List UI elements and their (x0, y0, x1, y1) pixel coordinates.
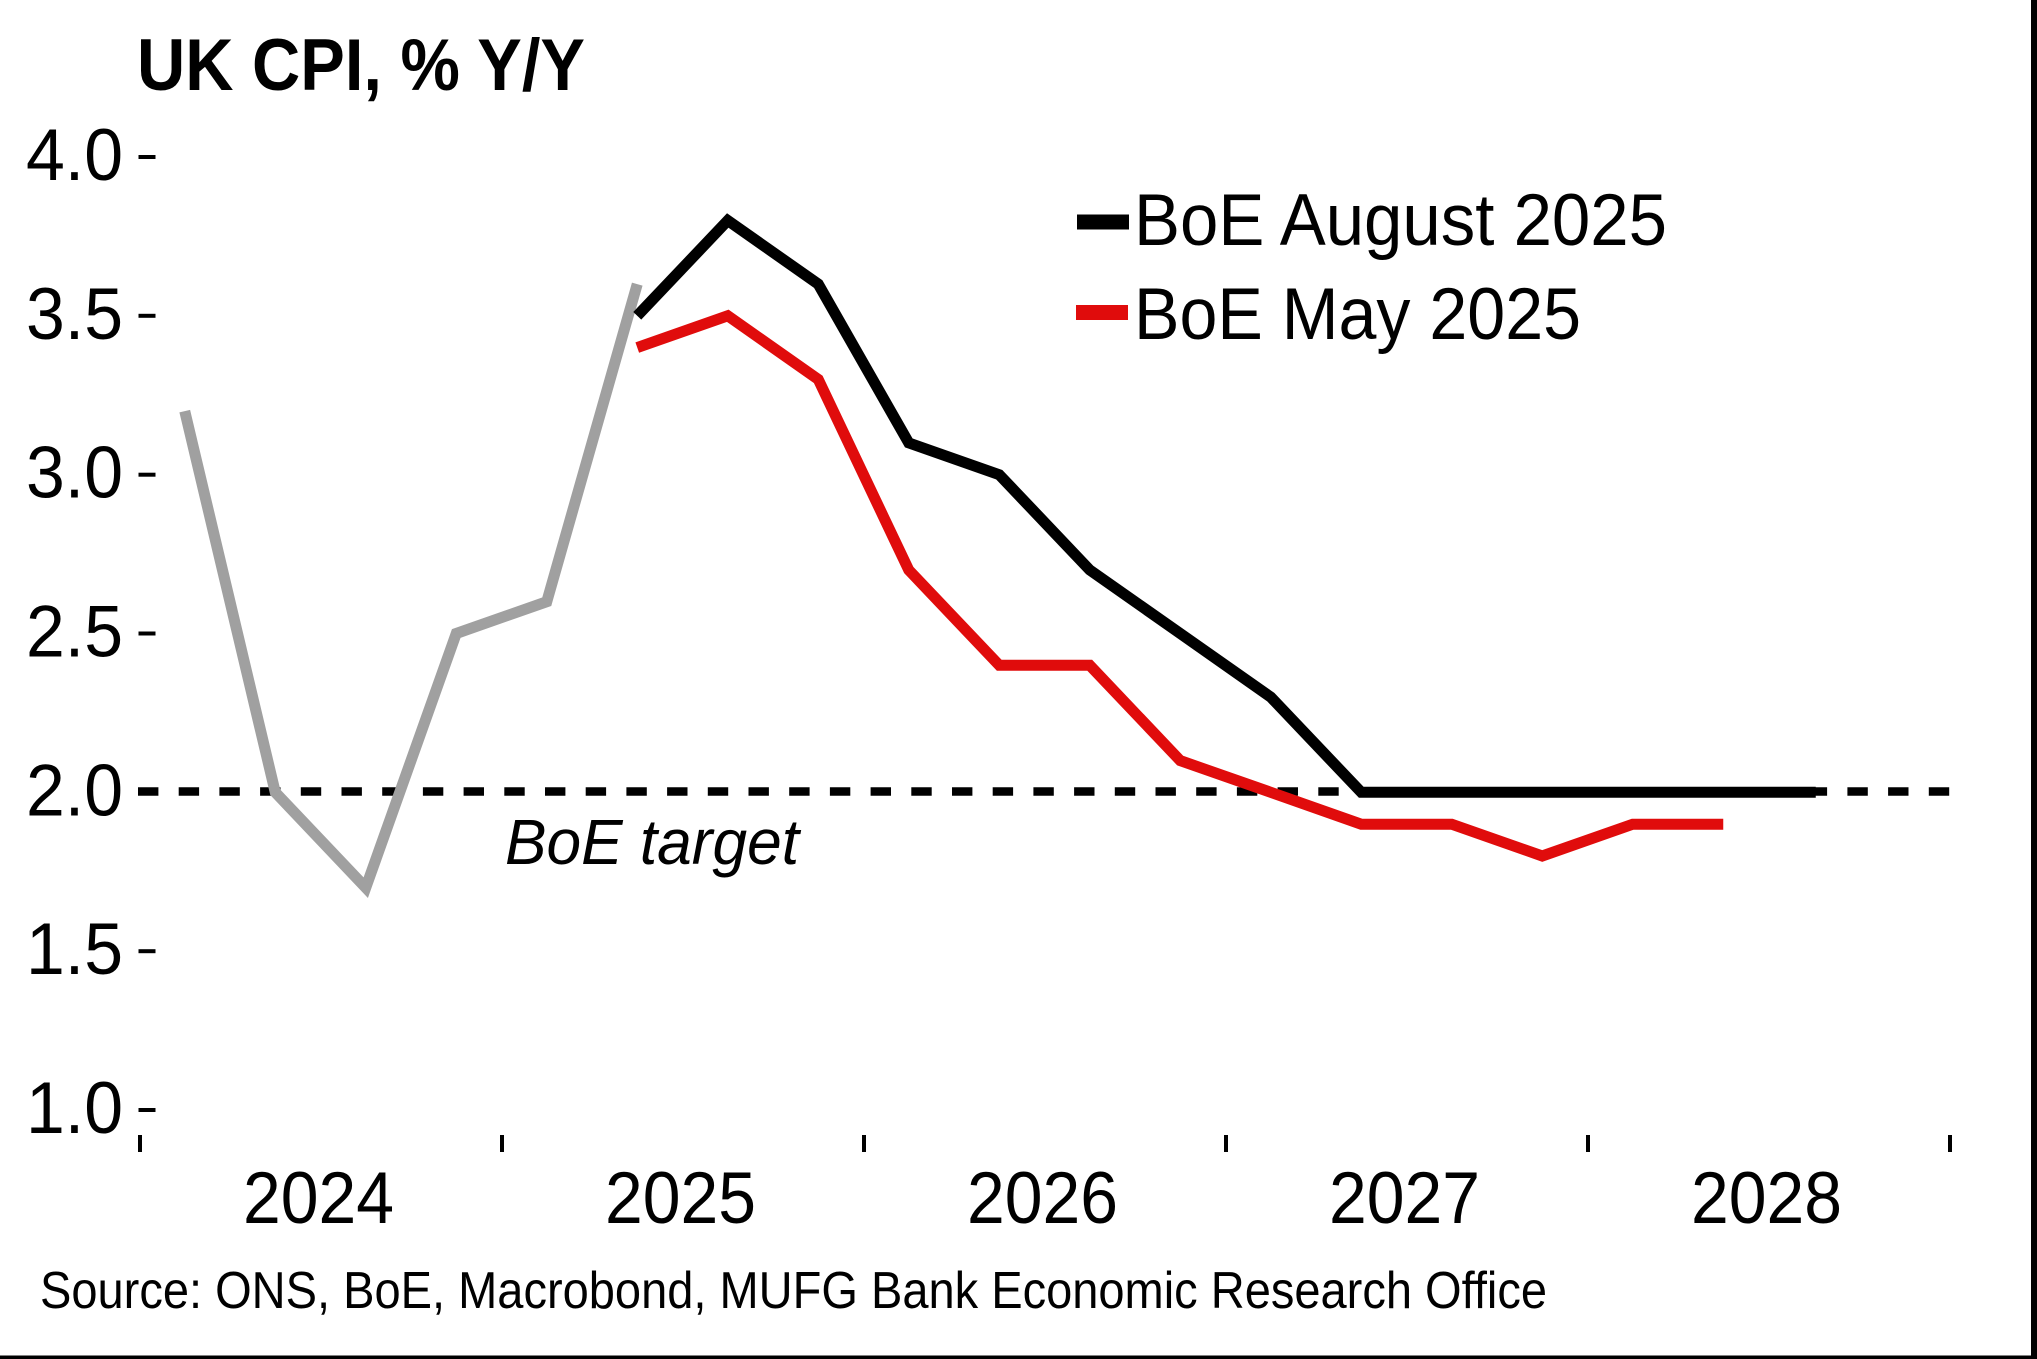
svg-text:2028: 2028 (1691, 1158, 1842, 1239)
svg-text:2025: 2025 (605, 1158, 756, 1239)
svg-text:3.5: 3.5 (26, 274, 123, 355)
svg-text:2027: 2027 (1329, 1158, 1480, 1239)
svg-text:3.0: 3.0 (26, 433, 123, 514)
svg-text:UK CPI, % Y/Y: UK CPI, % Y/Y (137, 25, 585, 106)
svg-text:2024: 2024 (243, 1158, 394, 1239)
svg-text:BoE May 2025: BoE May 2025 (1134, 274, 1581, 355)
svg-text:2026: 2026 (967, 1158, 1118, 1239)
svg-text:BoE August 2025: BoE August 2025 (1134, 180, 1667, 261)
svg-text:1.5: 1.5 (26, 909, 123, 990)
svg-text:2.0: 2.0 (26, 750, 123, 831)
svg-text:4.0: 4.0 (26, 115, 123, 196)
svg-text:1.0: 1.0 (26, 1068, 123, 1149)
svg-text:BoE target: BoE target (505, 806, 801, 878)
svg-text:Source: ONS, BoE, Macrobond, M: Source: ONS, BoE, Macrobond, MUFG Bank E… (40, 1262, 1547, 1320)
svg-text:2.5: 2.5 (26, 592, 123, 673)
